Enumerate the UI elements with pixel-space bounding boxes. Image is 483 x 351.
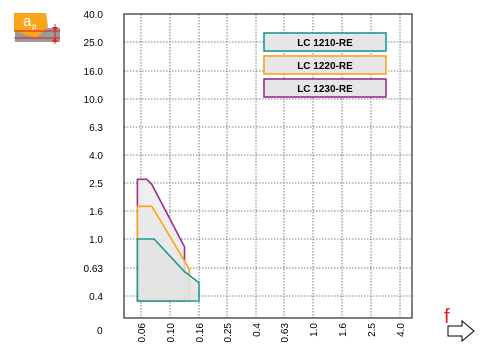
x-tick-label: 2.5 (367, 323, 378, 337)
x-tick-label: 0.4 (252, 323, 263, 337)
legend-label: LC 1210-RE (297, 38, 353, 49)
y-tick-label: 1.0 (89, 235, 103, 246)
x-tick-label: 4.0 (396, 323, 407, 337)
y-tick-label: 10.0 (84, 95, 104, 106)
x-tick-label: 0.10 (166, 323, 177, 343)
x-tick-label: 0.16 (195, 323, 206, 343)
x-tick-label: 1.0 (309, 323, 320, 337)
cutting-depth-icon: a p (14, 13, 60, 44)
legend-item (263, 32, 387, 52)
svg-text:a: a (23, 13, 32, 30)
series-area (136, 238, 200, 302)
area-series (136, 178, 200, 302)
x-tick-label: 0.06 (137, 323, 148, 343)
y-tick-label: 16.0 (84, 67, 104, 78)
y-tick-label: 2.5 (89, 179, 103, 190)
y-tick-label: 6.3 (89, 123, 103, 134)
x-tick-label: 0.25 (223, 323, 234, 343)
legend-label: LC 1230-RE (297, 84, 353, 95)
legend-label: LC 1220-RE (297, 61, 353, 72)
x-tick-labels: 0.06 0.10 0.16 0.25 0.4 0.63 1.0 1.6 2.5 4.0 (137, 323, 407, 343)
legend-item (263, 78, 387, 98)
feed-arrow-icon (447, 319, 475, 343)
y-tick-label: 0.63 (84, 264, 104, 275)
x-axis-label: f (444, 306, 450, 328)
legend: LC 1210-RE LC 1220-RE LC 1230-RE (263, 32, 387, 98)
y-tick-label: 4.0 (89, 151, 103, 162)
y-tick-label: 40.0 (84, 10, 104, 21)
y-tick-label: 25.0 (84, 38, 104, 49)
origin-label: 0 (97, 326, 103, 337)
y-tick-label: 0.4 (89, 292, 103, 303)
x-tick-label: 0.63 (280, 323, 291, 343)
legend-item (263, 55, 387, 75)
y-tick-label: 1.6 (89, 207, 103, 218)
plot-frame (123, 13, 413, 319)
svg-text:p: p (32, 22, 37, 31)
y-tick-labels: 40.0 25.0 16.0 10.0 6.3 4.0 2.5 1.6 1.0 0.63 0.4 (84, 10, 104, 303)
x-tick-label: 1.6 (338, 323, 349, 337)
